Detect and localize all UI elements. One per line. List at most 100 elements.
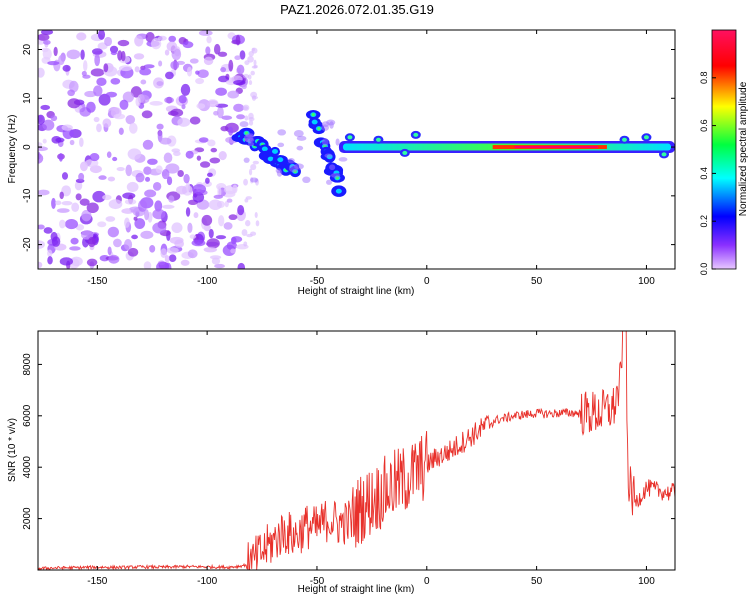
noise-blob xyxy=(236,114,246,120)
noise-blob xyxy=(213,194,223,199)
noise-blob xyxy=(123,238,133,251)
noise-blob xyxy=(102,194,112,201)
colorbar-gradient xyxy=(711,29,737,270)
colorbar: 0.0 0.2 0.4 0.6 0.8 Normalized spectral ampl… xyxy=(699,29,749,275)
noise-blob xyxy=(92,190,106,203)
signal-halo xyxy=(330,173,341,178)
noise-blob xyxy=(61,185,72,197)
signal-halo xyxy=(338,157,348,162)
colorbar-tick-label: 0.8 xyxy=(699,72,709,85)
noise-blob xyxy=(144,209,149,221)
noise-blob xyxy=(98,175,107,180)
x-tick-label: 100 xyxy=(638,576,655,587)
noise-blob xyxy=(105,91,118,98)
signal-track-2 xyxy=(311,119,318,125)
x-tick-label: 50 xyxy=(531,276,543,287)
noise-blob xyxy=(195,77,205,85)
noise-blob xyxy=(135,172,145,183)
noise-blob xyxy=(177,117,191,127)
noise-blob xyxy=(166,247,179,254)
noise-blob xyxy=(64,218,79,230)
noise-blob xyxy=(41,47,49,53)
noise-blob xyxy=(47,61,60,66)
y-tick-label: 6000 xyxy=(22,404,33,427)
noise-blob xyxy=(127,148,142,160)
noise-blob xyxy=(69,139,75,146)
noise-blob xyxy=(70,237,79,245)
noise-blob xyxy=(154,200,163,212)
signal-halo xyxy=(247,141,255,147)
noise-blob xyxy=(38,114,45,125)
noise-blob xyxy=(108,254,120,264)
noise-blob xyxy=(224,200,229,208)
noise-blob xyxy=(237,204,245,216)
noise-blob xyxy=(253,59,257,66)
noise-blob xyxy=(96,77,107,87)
noise-blob xyxy=(191,239,206,247)
noise-blob xyxy=(250,70,255,76)
noise-blob xyxy=(89,165,102,174)
noise-blob xyxy=(165,262,172,269)
noise-blob xyxy=(207,139,216,147)
signal-halo xyxy=(293,130,304,138)
noise-blob xyxy=(181,104,186,110)
noise-blob xyxy=(67,89,75,97)
noise-blob xyxy=(134,218,146,229)
signal-halo xyxy=(329,164,336,171)
signal-halo xyxy=(243,134,254,143)
noise-blob xyxy=(66,49,81,60)
snr-series-line xyxy=(38,331,675,570)
noise-blob xyxy=(124,199,137,205)
noise-blob xyxy=(205,46,211,55)
spectrogram-y-ticks: -20 -10 0 10 20 xyxy=(22,44,675,252)
noise-blob xyxy=(208,199,222,211)
noise-blob xyxy=(206,35,212,44)
noise-blob xyxy=(199,161,211,168)
noise-blob xyxy=(196,103,206,109)
noise-blob xyxy=(248,80,253,86)
signal-track-2 xyxy=(317,126,321,131)
noise-blob xyxy=(125,114,136,125)
noise-blob xyxy=(171,222,183,234)
noise-blob xyxy=(81,70,87,77)
y-tick-label: -20 xyxy=(22,237,33,252)
noise-blob xyxy=(117,39,130,47)
noise-blob xyxy=(250,164,257,171)
noise-blob xyxy=(133,216,138,221)
noise-blob xyxy=(42,119,55,131)
signal-halo xyxy=(243,157,250,163)
noise-blob xyxy=(56,208,70,213)
noise-blob xyxy=(189,234,197,239)
noise-blob xyxy=(180,259,190,266)
noise-blob xyxy=(102,118,112,128)
noise-blob xyxy=(38,33,50,41)
noise-blob xyxy=(217,186,222,198)
colorbar-tick-label: 0.2 xyxy=(699,215,709,228)
noise-blob xyxy=(234,55,241,61)
noise-blob xyxy=(59,257,74,266)
x-tick-label: -150 xyxy=(87,276,107,287)
noise-blob xyxy=(158,60,163,67)
noise-blob xyxy=(215,235,227,240)
noise-blob xyxy=(93,116,100,123)
noise-blob xyxy=(206,172,213,177)
y-tick-label: 20 xyxy=(22,44,33,56)
noise-blob xyxy=(149,245,156,253)
y-tick-label: 2000 xyxy=(22,507,33,530)
noise-blob xyxy=(183,173,190,184)
noise-blob xyxy=(86,202,99,214)
noise-blob xyxy=(223,222,233,230)
noise-blob xyxy=(107,176,116,182)
x-tick-label: -150 xyxy=(87,576,107,587)
noise-blob xyxy=(241,83,247,90)
noise-blob xyxy=(61,124,73,131)
noise-blob xyxy=(255,220,260,227)
noise-blob xyxy=(187,222,193,234)
noise-blob xyxy=(80,49,85,60)
spectrogram-frame xyxy=(37,29,676,270)
noise-blob xyxy=(140,230,154,239)
noise-blob xyxy=(242,104,250,111)
noise-blob xyxy=(185,207,191,217)
noise-blob xyxy=(107,226,119,238)
noise-blob xyxy=(160,248,167,259)
